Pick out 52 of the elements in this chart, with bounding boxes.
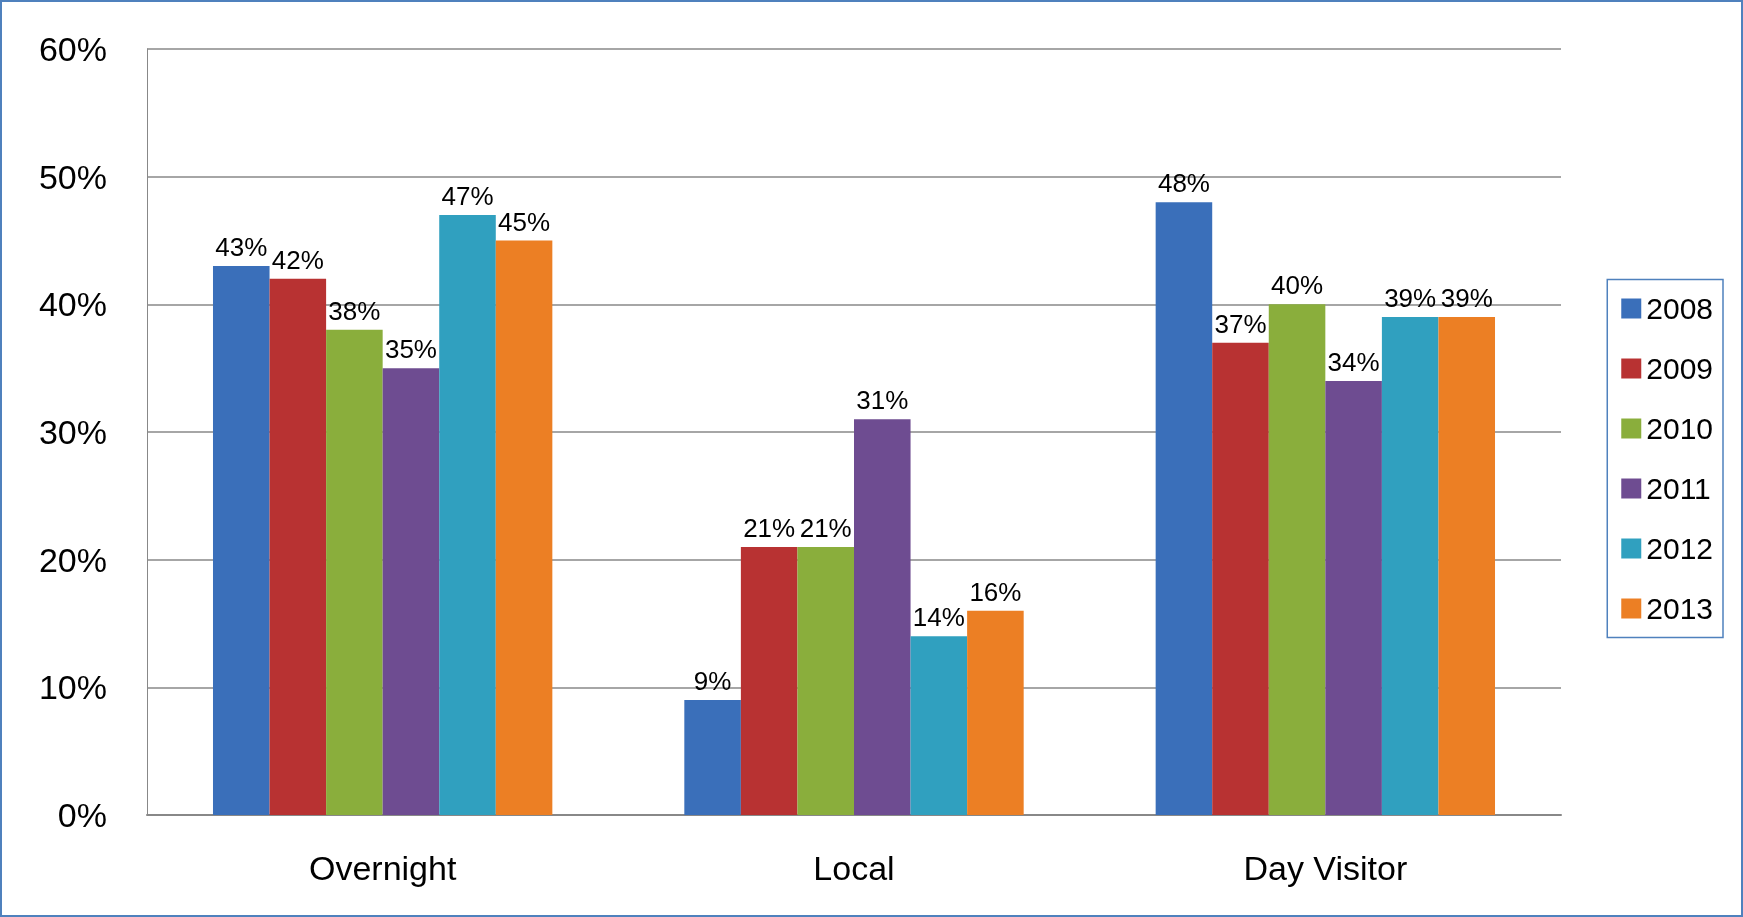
- bar: [382, 368, 440, 815]
- y-tick-label: 20%: [38, 540, 107, 579]
- data-label: 43%: [215, 232, 268, 263]
- bar: [326, 329, 383, 815]
- bar: [1325, 380, 1382, 815]
- bar: [797, 546, 854, 815]
- bar: [495, 240, 553, 815]
- legend-label: 2008: [1646, 292, 1714, 325]
- bar: [684, 700, 741, 815]
- bar: [1155, 202, 1213, 815]
- data-label: 47%: [441, 180, 494, 211]
- legend-label: 2009: [1646, 352, 1714, 385]
- legend-label: 2012: [1646, 532, 1714, 565]
- bar: [439, 214, 496, 815]
- bar: [1381, 317, 1439, 815]
- y-tick-label: 10%: [38, 668, 107, 707]
- data-label: 16%: [969, 576, 1022, 607]
- data-label: 39%: [1440, 283, 1493, 314]
- data-label: 37%: [1214, 308, 1267, 339]
- data-label: 38%: [328, 295, 381, 326]
- y-tick-label: 0%: [57, 796, 107, 834]
- x-tick-label: Local: [813, 849, 895, 887]
- x-tick-label: Day Visitor: [1243, 849, 1408, 887]
- data-label: 34%: [1327, 346, 1380, 377]
- legend-label: 2013: [1646, 592, 1714, 625]
- legend-label: 2010: [1646, 412, 1714, 445]
- bar: [854, 419, 911, 815]
- data-label: 48%: [1157, 168, 1210, 199]
- data-label: 21%: [799, 512, 852, 543]
- y-tick-label: 60%: [38, 30, 107, 68]
- bar: [269, 278, 327, 815]
- data-label: 31%: [856, 385, 909, 416]
- bar: [1212, 342, 1269, 815]
- y-tick-label: 50%: [38, 157, 107, 196]
- bar: [1438, 317, 1496, 815]
- data-label: 42%: [271, 244, 324, 275]
- y-tick-label: 30%: [38, 413, 107, 451]
- legend-label: 2011: [1646, 472, 1711, 505]
- x-tick-label: Overnight: [308, 849, 457, 887]
- data-label: 35%: [384, 334, 437, 365]
- data-label: 45%: [498, 206, 551, 237]
- bar: [1268, 304, 1326, 815]
- bar: [910, 636, 968, 815]
- bar: [967, 610, 1024, 815]
- data-label: 14%: [912, 602, 965, 633]
- y-tick-label: 40%: [38, 285, 107, 324]
- data-label: 9%: [693, 666, 732, 697]
- bar: [212, 266, 270, 815]
- data-label: 21%: [743, 512, 796, 543]
- data-label: 40%: [1271, 270, 1324, 301]
- data-label: 39%: [1384, 283, 1437, 314]
- bar: [740, 546, 798, 815]
